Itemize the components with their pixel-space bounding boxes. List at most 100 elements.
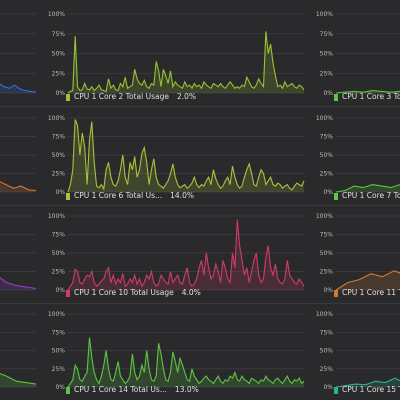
y-tick-label: 75% [52, 232, 66, 239]
row-divider [0, 205, 400, 206]
y-tick-label: 75% [52, 31, 66, 38]
y-tick-label: 100% [316, 11, 333, 18]
series-color-swatch [334, 289, 338, 297]
series-color-swatch [66, 93, 70, 101]
series-area [0, 373, 36, 387]
y-tick-label: 0% [323, 189, 333, 196]
series-area [68, 31, 304, 93]
series-line [67, 219, 305, 291]
y-tick-label: 75% [52, 329, 66, 336]
y-tick-label: 100% [316, 213, 333, 220]
y-tick-label: 50% [52, 152, 66, 159]
y-tick-label: 0% [55, 384, 65, 391]
series-line [0, 277, 37, 290]
series-line [67, 337, 305, 388]
series-area [336, 270, 400, 290]
graph-value: 14.0% [170, 191, 194, 200]
graph-label: CPU 1 Core 7 Total Usage [342, 191, 400, 200]
y-tick-label: 100% [48, 213, 65, 220]
series-line [335, 377, 400, 388]
series-color-swatch [334, 386, 338, 394]
series-line [67, 119, 305, 193]
series-color-swatch [66, 386, 70, 394]
y-tick-label: 50% [52, 348, 66, 355]
y-tick-label: 0% [323, 287, 333, 294]
y-tick-label: 75% [52, 134, 66, 141]
y-tick-label: 75% [320, 134, 334, 141]
y-tick-label: 100% [48, 115, 65, 122]
series-line [67, 31, 305, 94]
graph-label: CPU 1 Core 2 Total Usage [74, 92, 169, 101]
y-tick-label: 0% [323, 90, 333, 97]
graph-caption[interactable]: CPU 1 Core 15 Total Us... [334, 384, 400, 396]
series-area [0, 84, 36, 93]
graph-label: CPU 1 Core 6 Total Us... [74, 191, 163, 200]
graph-caption[interactable]: CPU 1 Core 6 Total Us... 14.0% [66, 190, 304, 202]
y-tick-label: 100% [48, 311, 65, 318]
y-tick-label: 25% [52, 70, 66, 77]
y-tick-label: 100% [316, 115, 333, 122]
graph-value: 2.0% [176, 92, 197, 101]
graph-label: CPU 1 Core 15 Total Us... [342, 385, 400, 394]
graph-caption[interactable]: CPU 1 Core 14 Total Us... 13.0% [66, 384, 304, 396]
row-divider [0, 106, 400, 107]
y-tick-label: 0% [55, 287, 65, 294]
series-color-swatch [66, 192, 70, 200]
y-tick-label: 50% [320, 348, 334, 355]
graph-caption[interactable]: CPU 1 Core 2 Total Usage 2.0% [66, 91, 304, 103]
series-line [0, 181, 37, 192]
graph-label: CPU 1 Core 14 Total Us... [74, 385, 167, 394]
series-color-swatch [334, 93, 338, 101]
graph-value: 13.0% [174, 385, 199, 394]
series-line [0, 83, 37, 93]
series-color-swatch [66, 289, 70, 297]
graph-caption[interactable]: CPU 1 Core 10 Total Usage 4.0% [66, 287, 304, 299]
series-line [0, 373, 37, 385]
y-tick-label: 25% [52, 171, 66, 178]
y-tick-label: 25% [320, 366, 334, 373]
graph-value: 4.0% [181, 288, 201, 297]
series-line [335, 270, 400, 291]
y-tick-label: 0% [55, 189, 65, 196]
y-tick-label: 75% [320, 31, 334, 38]
y-tick-label: 25% [52, 366, 66, 373]
y-tick-label: 50% [320, 51, 334, 58]
y-tick-label: 25% [52, 269, 66, 276]
series-color-swatch [334, 192, 338, 200]
graph-label: CPU 1 Core 3 Total Usage [342, 92, 400, 101]
graph-caption[interactable]: CPU 1 Core 7 Total Usage [334, 190, 400, 202]
series-area [0, 277, 36, 290]
y-tick-label: 100% [48, 11, 65, 18]
y-tick-label: 50% [52, 51, 66, 58]
y-tick-label: 50% [320, 152, 334, 159]
y-tick-label: 75% [320, 232, 334, 239]
y-tick-label: 75% [320, 329, 334, 336]
row-divider [0, 303, 400, 304]
graph-label: CPU 1 Core 11 Total Usage [342, 288, 400, 297]
graph-label: CPU 1 Core 10 Total Usage [74, 288, 174, 297]
graph-caption[interactable]: CPU 1 Core 3 Total Usage [334, 91, 400, 103]
series-line [335, 184, 400, 193]
y-tick-label: 100% [316, 311, 333, 318]
y-tick-label: 50% [52, 250, 66, 257]
y-tick-label: 25% [320, 269, 334, 276]
y-tick-label: 0% [323, 384, 333, 391]
y-tick-label: 50% [320, 250, 334, 257]
graph-caption[interactable]: CPU 1 Core 11 Total Usage [334, 287, 400, 299]
y-tick-label: 25% [320, 70, 334, 77]
y-tick-label: 0% [55, 90, 65, 97]
